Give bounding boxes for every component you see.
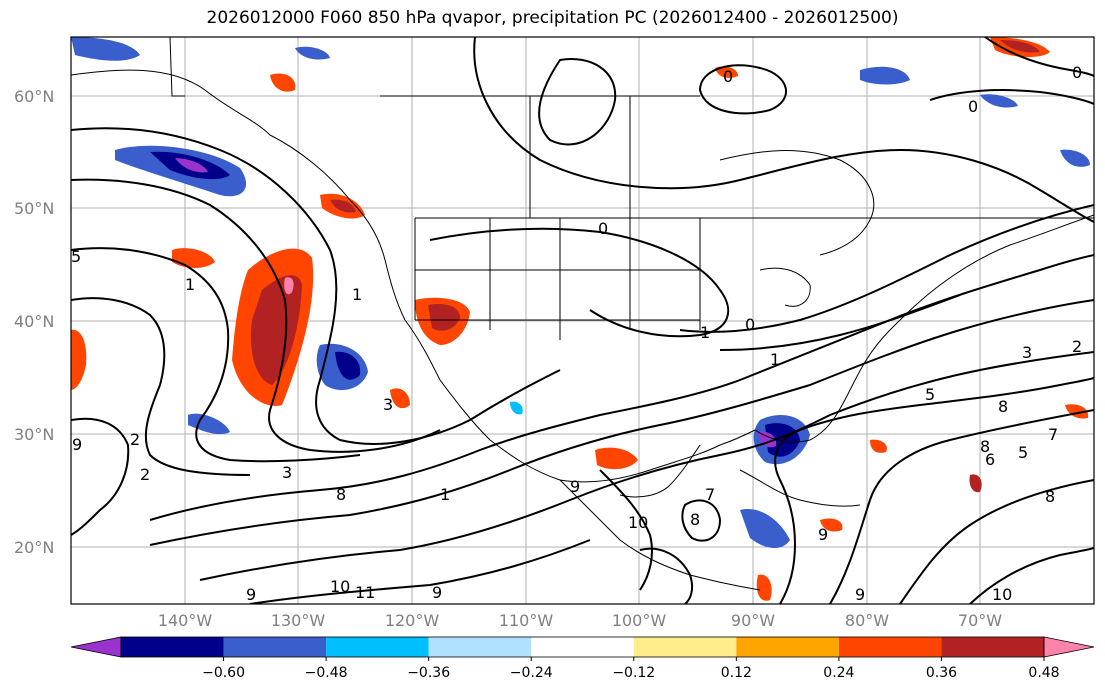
- colorbar-tick-label: 0.12: [721, 665, 752, 681]
- colorbar-tick-label: 0.48: [1028, 665, 1059, 681]
- contour-label: 9: [818, 525, 828, 544]
- contour-label: 8: [980, 437, 990, 456]
- longitude-labels: 140°W 130°W 120°W 110°W 100°W 90°W 80°W …: [158, 611, 1002, 630]
- colorbar-tick-label: 0.36: [926, 665, 957, 681]
- contour-label: 9: [432, 583, 442, 602]
- contour-label: 3: [282, 463, 292, 482]
- contour-label: 11: [355, 583, 375, 602]
- contour-label: 10: [628, 513, 648, 532]
- lon-label-90: 90°W: [731, 611, 775, 630]
- colorbar-segments: [70, 636, 1095, 658]
- contour-label: 1: [352, 285, 362, 304]
- contour-label: 10: [330, 577, 350, 596]
- colorbar-tick-label: −0.60: [202, 665, 245, 681]
- lon-label-80: 80°W: [845, 611, 889, 630]
- contour-label: 0: [968, 97, 978, 116]
- lon-label-120: 120°W: [385, 611, 440, 630]
- colorbar-tick-label: 0.24: [823, 665, 854, 681]
- contour-label: 1: [440, 485, 450, 504]
- map-frame: [70, 36, 1095, 605]
- coastlines-borders: [71, 37, 1094, 591]
- contour-label: 5: [71, 247, 81, 266]
- contour-label: 2: [1072, 337, 1082, 356]
- contour-label: 1: [185, 275, 195, 294]
- contour-label: 3: [383, 395, 393, 414]
- contour-label: 9: [246, 585, 256, 604]
- colorbar-extend-min: [70, 636, 122, 658]
- contour-label: 0: [745, 315, 755, 334]
- lat-label-40: 40°N: [14, 312, 54, 331]
- colorbar-segment: [223, 637, 327, 657]
- colorbar-frame: [120, 636, 1045, 658]
- lat-label-50: 50°N: [14, 199, 54, 218]
- lon-label-70: 70°W: [958, 611, 1002, 630]
- colorbar-tick-label: −0.24: [510, 665, 553, 681]
- lat-label-60: 60°N: [14, 87, 54, 106]
- contour-label: 9: [855, 585, 865, 604]
- map-title: 2026012000 F060 850 hPa qvapor, precipit…: [206, 8, 899, 28]
- contour-label: 0: [723, 67, 733, 86]
- colorbar-segment: [941, 637, 1044, 657]
- contour-label: 8: [998, 397, 1008, 416]
- colorbar-tick-label: −0.12: [612, 665, 655, 681]
- contour-label: 5: [1018, 443, 1028, 462]
- contour-label: 7: [705, 485, 715, 504]
- contour-label: 2: [130, 430, 140, 449]
- colorbar: −0.60 −0.48 −0.36 −0.24 −0.12 0.12 0.24 0.36 0.4…: [70, 636, 1095, 681]
- contour-label: 0: [1072, 63, 1082, 82]
- latitude-labels: 60°N 50°N 40°N 30°N 20°N: [14, 87, 54, 557]
- lon-label-130: 130°W: [271, 611, 326, 630]
- qvapor-contours: [71, 37, 1094, 604]
- lat-label-20: 20°N: [14, 538, 54, 557]
- lon-label-140: 140°W: [158, 611, 213, 630]
- colorbar-tick-label: −0.36: [407, 665, 450, 681]
- contour-label: 9: [570, 477, 580, 496]
- contour-label: 10: [992, 585, 1012, 604]
- contour-label: 7: [1048, 425, 1058, 444]
- precip-positive-patches: [71, 37, 1089, 601]
- contour-label: 0: [598, 219, 608, 238]
- lat-label-30: 30°N: [14, 425, 54, 444]
- contour-labels: 0 0 0 1 0 1 0 3 2 5 8 7 8 5 6 8 9 10 9 1…: [71, 63, 1082, 604]
- precip-negative-patches: [71, 37, 1090, 549]
- colorbar-tick-label: −0.48: [305, 665, 348, 681]
- contour-label: 1: [770, 350, 780, 369]
- colorbar-extend-max: [1043, 636, 1095, 658]
- contour-label: 2: [140, 465, 150, 484]
- colorbar-segment: [121, 637, 224, 657]
- colorbar-segment: [838, 637, 942, 657]
- contour-label: 3: [1022, 343, 1032, 362]
- lon-label-110: 110°W: [499, 611, 554, 630]
- colorbar-segment: [531, 637, 634, 657]
- contour-label: 8: [690, 510, 700, 529]
- lon-label-100: 100°W: [612, 611, 667, 630]
- contour-label: 9: [72, 435, 82, 454]
- contour-label: 6: [985, 450, 995, 469]
- contour-label: 1: [700, 323, 710, 342]
- colorbar-ticks: −0.60 −0.48 −0.36 −0.24 −0.12 0.12 0.24 0.36 0.4…: [202, 657, 1060, 681]
- colorbar-segment: [428, 637, 532, 657]
- colorbar-segment: [633, 637, 737, 657]
- contour-label: 8: [1045, 487, 1055, 506]
- colorbar-segment: [326, 637, 429, 657]
- colorbar-segment: [736, 637, 839, 657]
- map-panel: 0 0 0 1 0 1 0 3 2 5 8 7 8 5 6 8 9 10 9 1…: [71, 37, 1094, 604]
- contour-label: 5: [925, 385, 935, 404]
- contour-label: 8: [336, 485, 346, 504]
